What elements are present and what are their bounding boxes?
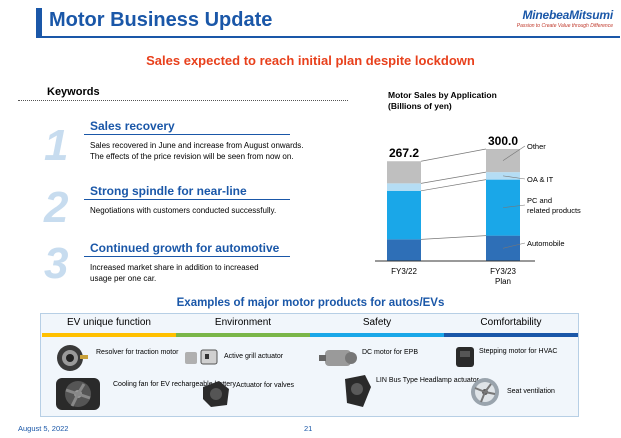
stepping-motor-icon [456,347,474,367]
product-resolver-label: Resolver for traction motor [96,349,179,356]
category-ev-bar [42,333,176,337]
total-label-1: 300.0 [488,134,518,148]
chart-subtitle: (Billions of yen) [388,101,452,111]
category-label-0: FY3/22 [391,267,417,276]
legend-leader-1 [502,175,526,180]
category-safety-bar [310,333,444,337]
keyword-body-3-line-1: Increased market share in addition to in… [90,263,259,272]
headline: Sales expected to reach initial plan des… [146,53,475,68]
keyword-heading-3: Continued growth for automotive [90,241,280,255]
actuator-icon [185,349,218,365]
chart-title-block: Motor Sales by Application (Billions of … [388,90,497,112]
legend-label-2-0: PC and [527,196,552,205]
keyword-heading-rule-1 [84,134,290,135]
category-label-1: FY3/23 [490,267,516,276]
logo-tagline: Passion to Create Value through Differen… [516,23,613,29]
keywords-title: Keywords [47,86,100,98]
keyword-body-1-line-1: Sales recovered in June and increase fro… [90,141,304,150]
title-accent-bar [36,8,42,36]
logo-name: MinebeaMitsumi [522,8,613,22]
keyword-number-3: 3 [44,239,69,288]
bar-1-segment-1 [486,179,520,236]
category-environment-bar [176,333,310,337]
keywords-divider [18,100,348,101]
page-title: Motor Business Update [49,9,273,31]
keyword-body-3: Increased market share in addition to in… [90,262,360,284]
connector-line-1 [420,179,487,192]
legend-leader-2 [502,204,526,208]
keyword-body-2-line-1: Negotiations with customers conducted su… [90,206,277,215]
keyword-body-2: Negotiations with customers conducted su… [90,205,360,216]
connector-line-2 [420,171,487,184]
category-comfortability: Comfortability [480,317,542,328]
legend-label-0-0: Other [527,142,546,151]
legend-label-2-1: related products [527,206,581,215]
examples-title: Examples of major motor products for aut… [176,297,445,309]
keyword-heading-2: Strong spindle for near-line [90,184,247,198]
category-sublabel-1: Plan [495,277,511,286]
product-seat-ventilation-label: Seat ventilation [507,388,555,395]
footer-date: August 5, 2022 [18,424,69,433]
product-headlamp-actuator-label: LIN Bus Type Headlamp actuator [376,377,479,384]
keyword-body-1-line-2: The effects of the price revision will b… [90,152,294,161]
legend-label-1-0: OA & IT [527,175,554,184]
headlamp-actuator-icon [345,375,371,407]
keyword-body-3-line-2: usage per one car. [90,274,157,283]
chart-title: Motor Sales by Application [388,90,497,100]
product-valve-actuator-label: Actuator for valves [236,382,294,389]
keyword-heading-rule-2 [84,199,290,200]
bar-0-segment-3 [387,161,421,184]
seat-fan-icon [471,378,499,406]
connector-line-3 [420,148,487,162]
product-fan-label: Cooling fan for EV rechargeable battery [113,381,236,388]
keyword-number-1: 1 [44,121,69,170]
category-ev: EV unique function [67,317,151,328]
total-label-0: 267.2 [389,146,419,160]
keyword-heading-1: Sales recovery [90,119,175,133]
page-number: 21 [304,424,313,433]
fan-icon [56,378,100,410]
legend-label-3-0: Automobile [527,239,565,248]
bar-0-segment-1 [387,190,421,240]
keyword-body-1: Sales recovered in June and increase fro… [90,140,360,162]
keyword-number-2: 2 [44,183,69,232]
legend-leader-0 [502,145,526,161]
bar-0-segment-0 [387,239,421,261]
valve-actuator-icon [203,381,229,407]
category-comfortability-bar [444,333,578,337]
connector-line-0 [420,235,487,240]
keyword-heading-rule-3 [84,256,290,257]
category-environment: Environment [214,317,272,328]
dc-motor-icon [319,350,357,366]
resolver-icon [57,345,88,371]
product-dc-motor-label: DC motor for EPB [362,349,419,356]
product-stepping-motor-label: Stepping motor for HVAC [479,348,558,355]
company-logo: MinebeaMitsumi Passion to Create Value t… [517,8,613,29]
bar-0-segment-2 [387,183,421,191]
product-active-grill-label: Active grill actuator [224,353,284,360]
category-safety: Safety [362,317,392,328]
title-underline [36,36,620,38]
legend-leader-3 [502,242,526,249]
